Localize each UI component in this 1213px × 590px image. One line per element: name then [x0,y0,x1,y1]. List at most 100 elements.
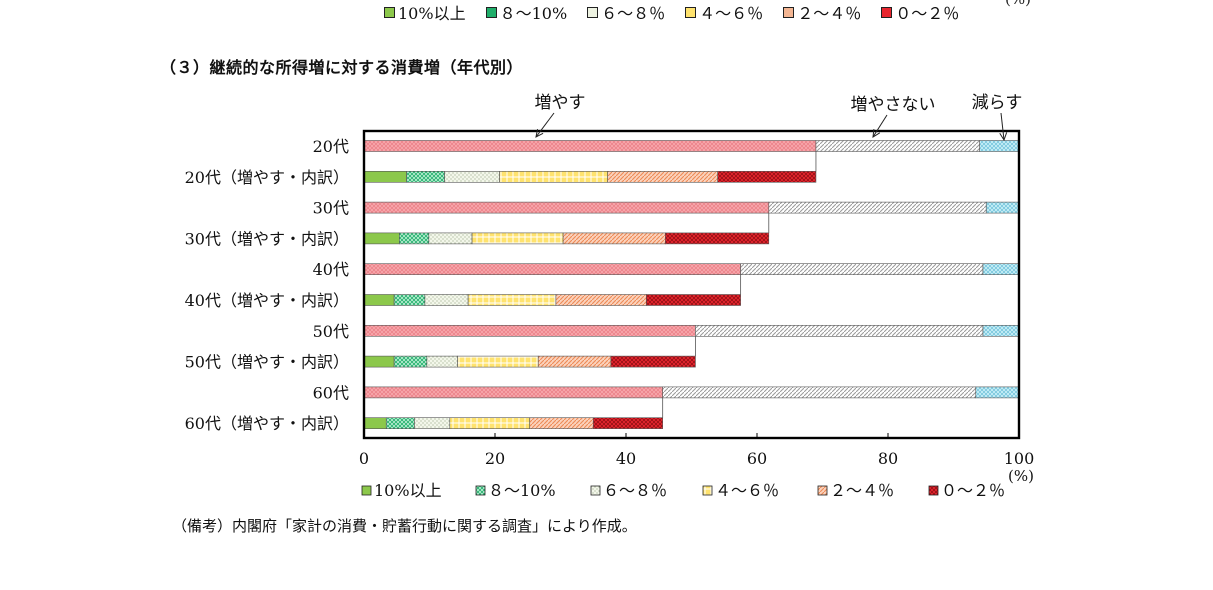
bar-50代（増やす・内訳）-６～８％ [426,355,458,368]
top-legend-label: ２～４％ [797,4,862,23]
plot-frame [362,129,1021,440]
top-legend-label: ０～２％ [895,4,960,23]
category-label: 20代（増やす・内訳） [185,168,349,187]
category-label: 40代 [313,260,349,279]
bar-60代-増やさない [662,386,977,399]
bar-20代（増やす・内訳）-４～６％ [499,171,608,183]
x-unit-label: (%) [1008,467,1034,485]
annotation-arrowhead [535,129,544,138]
bar-40代（増やす・内訳）-４～６％ [467,294,557,306]
bar-60代-増やす [363,386,663,399]
bar-30代（増やす・内訳）-４～６％ [471,232,564,245]
bar-60代（増やす・内訳）-６～８％ [414,417,451,430]
bar-20代（増やす・内訳）-６～８％ [444,171,500,183]
top-legend-swatch [485,6,497,18]
bar-20代（増やす・内訳）-２～４％ [607,171,718,183]
top-legend-swatch [685,6,697,18]
top-legend-item: ２～４％ [783,0,861,24]
top-legend-label: ６～８％ [601,4,666,23]
legend-swatch [928,485,939,496]
bottom-legend: 10%以上 ８～10% ６～８％ ４～６％ ２～４％ ０～２％ [361,481,1005,500]
bar-20代-減らす [979,140,1020,152]
bar-50代-減らす [982,324,1020,337]
bar-60代（増やす・内訳）-０～２％ [592,417,663,430]
x-axis: 0 20 40 60 80 100(%) [359,433,1034,485]
category-label: 30代（増やす・内訳） [185,229,349,248]
bar-60代-減らす [975,386,1020,399]
top-legend-swatch [881,6,893,18]
top-legend-label: ８～10% [499,4,568,23]
top-legend-label: ４～６％ [699,4,764,23]
x-tick-label: 80 [878,449,898,468]
category-label: 40代（増やす・内訳） [185,291,349,310]
bar-40代（増やす・内訳）-２～４％ [555,294,647,306]
top-legend-item: ８～10% [485,0,568,24]
category-label: 50代（増やす・内訳） [185,353,349,372]
bar-50代（増やす・内訳）-４～６％ [457,355,539,368]
x-tick-label: 20 [485,449,505,468]
bars [363,140,1020,430]
bar-40代-増やさない [740,263,984,276]
bar-50代-増やす [363,324,696,337]
legend-swatch [475,485,486,496]
connector-lines [363,151,817,418]
legend-swatch [590,485,601,496]
bar-30代（増やす・内訳）-２～４％ [562,232,666,245]
bar-20代（増やす・内訳）-８～10% [406,171,445,183]
top-legend-item: ４～６％ [685,0,763,24]
bar-30代（増やす・内訳）-６～８％ [428,232,473,245]
bar-40代（増やす・内訳）-８～10% [393,294,426,306]
bar-50代（増やす・内訳）-10%以上 [363,355,395,368]
bar-30代-増やさない [768,201,987,214]
bar-30代（増やす・内訳）-10%以上 [363,232,400,245]
legend-swatch [702,485,713,496]
annotation-arrow [872,114,888,138]
bar-20代-増やさない [815,140,981,152]
category-label: 50代 [313,322,349,341]
annotation-label: 減らす [972,93,1023,113]
legend-swatch [817,485,828,496]
bar-50代（増やす・内訳）-８～10% [393,355,428,368]
category-label: 30代 [313,199,349,218]
top-legend-swatch [384,6,395,18]
bar-40代（増やす・内訳）-６～８％ [424,294,469,306]
category-labels: 20代 20代（増やす・内訳） 30代 30代（増やす・内訳） 40代 40代（増やす・内… [185,137,349,433]
bar-60代（増やす・内訳）-２～４％ [529,417,594,430]
bar-40代（増やす・内訳）-10%以上 [363,294,395,306]
legend-swatch [361,485,372,496]
bar-20代-増やす [363,140,817,152]
legend-label: ０～２％ [941,481,1005,500]
bar-20代（増やす・内訳）-10%以上 [363,171,407,183]
bar-40代-減らす [982,263,1020,276]
section-title: （３）継続的な所得増に対する消費増（年代別） [160,58,524,77]
legend-label: 10%以上 [374,481,442,500]
category-label: 60代（増やす・内訳） [185,414,349,433]
category-label: 60代 [313,383,349,402]
legend-label: ４～６％ [715,481,779,500]
category-label: 20代 [313,137,349,156]
bar-50代（増やす・内訳）-２～４％ [537,355,612,368]
top-legend-item: 10%以上 [384,0,466,24]
legend-label: ６～８％ [603,481,667,500]
bar-60代（増やす・内訳）-４～６％ [449,417,531,430]
annotation-arrow [1000,112,1005,141]
x-tick-label: 60 [747,449,767,468]
bar-60代（増やす・内訳）-８～10% [385,417,415,430]
bar-40代（増やす・内訳）-０～２％ [646,294,741,306]
legend-label: ８～10% [488,481,556,500]
annotation-arrowhead [999,132,1008,142]
x-tick-label: 0 [359,449,369,468]
bar-60代（増やす・内訳）-10%以上 [363,417,387,430]
bar-40代-増やす [363,263,741,276]
top-legend: 10%以上 ８～10% ６～８％ ４～６％ ２～４％ ０～２％ [384,0,979,24]
annotations: 増やす 増やさない 減らす [535,93,1023,142]
top-legend-item: ６～８％ [587,0,665,24]
bar-20代（増やす・内訳）-０～２％ [717,171,817,183]
x-tick-label: 100 [1004,449,1035,468]
annotation-arrowhead [872,128,881,138]
top-legend-swatch [587,6,599,18]
top-unit-label: (%) [1005,0,1031,8]
bar-30代-増やす [363,201,770,214]
bar-30代（増やす・内訳）-０～２％ [664,232,770,245]
